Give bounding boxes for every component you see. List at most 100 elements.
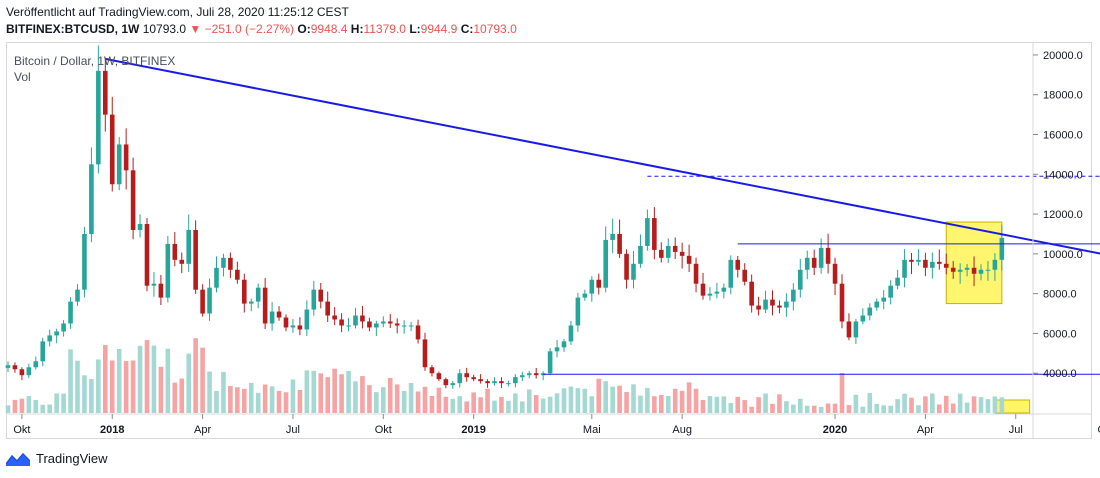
volume-bar <box>290 379 296 413</box>
candle-body <box>172 243 178 260</box>
volume-bar <box>436 387 442 413</box>
candle-body <box>325 301 330 316</box>
y-tick-label: 14000.0 <box>1043 169 1083 181</box>
candle-body <box>12 365 18 370</box>
volume-bar <box>450 398 456 413</box>
volume-bar <box>561 388 567 413</box>
candle-body <box>193 229 198 290</box>
candle-body <box>888 285 893 298</box>
candle-body <box>672 245 678 252</box>
candle-body <box>89 164 94 234</box>
candle-body <box>756 305 761 310</box>
volume-bar <box>109 360 115 413</box>
candle-body <box>387 321 393 324</box>
volume-bar <box>325 377 330 413</box>
candle-body <box>721 287 727 292</box>
candle-body <box>686 255 692 264</box>
volume-bar <box>735 396 741 413</box>
candle-body <box>617 233 622 254</box>
volume-bar <box>478 397 483 413</box>
candle-body <box>68 301 73 324</box>
change-arrow: ▼ <box>189 22 202 36</box>
volume-bar <box>207 371 212 413</box>
volume-bar <box>61 393 66 413</box>
candle-body <box>575 297 581 326</box>
volume-bar <box>728 403 734 413</box>
candle-body <box>394 323 400 326</box>
candle-body <box>353 315 358 326</box>
candle-body <box>436 373 442 380</box>
volume-bar <box>902 393 907 413</box>
volume-bar <box>777 394 782 413</box>
volume-bar <box>526 389 532 413</box>
volume-bar <box>679 390 685 413</box>
candle-body <box>381 321 386 324</box>
volume-bar <box>533 395 539 413</box>
candle-body <box>902 259 907 278</box>
volume-bar <box>179 378 185 413</box>
volume-label: Vol <box>14 70 31 84</box>
volume-bar <box>19 398 25 413</box>
candle-body <box>999 238 1005 260</box>
volume-bar <box>540 398 546 413</box>
volume-bar <box>68 349 73 413</box>
descending-trendline <box>105 57 1100 255</box>
candle-body <box>798 269 803 290</box>
candle-body <box>269 311 275 324</box>
volume-bar <box>749 406 754 413</box>
volume-bar <box>846 405 852 413</box>
volume-bar <box>999 397 1005 413</box>
volume-bar <box>200 347 205 413</box>
volume-bar <box>825 403 831 413</box>
volume-bar <box>672 388 678 413</box>
volume-bar <box>804 405 810 413</box>
volume-bar <box>158 366 164 413</box>
candle-body <box>728 259 734 288</box>
x-tick-label: 2020 <box>823 424 847 436</box>
candle-body <box>165 243 171 298</box>
candle-body <box>248 301 254 304</box>
volume-bar <box>387 378 393 413</box>
candle-body <box>242 279 247 304</box>
volume-bar <box>686 382 692 413</box>
brand-name: TradingView <box>36 451 108 466</box>
volume-bar <box>930 393 935 413</box>
volume-bar <box>269 386 275 413</box>
x-tick-label: 2019 <box>461 424 485 436</box>
ohlc-line: BITFINEX:BTCUSD, 1W 10793.0 ▼ −251.0 (−2… <box>6 22 517 36</box>
volume-bar <box>123 361 129 413</box>
candle-body <box>749 281 754 306</box>
volume-bar <box>381 387 386 413</box>
candle-body <box>33 361 39 368</box>
open-value: 9948.4 <box>310 22 348 36</box>
candle-body <box>554 347 560 352</box>
volume-bar <box>242 388 247 413</box>
volume-bar <box>575 388 581 413</box>
candle-body <box>811 257 817 268</box>
candle-body <box>221 257 226 268</box>
volume-bar <box>610 386 615 413</box>
low-value: 9944.9 <box>420 22 458 36</box>
candle-body <box>950 267 956 272</box>
candle-body <box>360 315 365 322</box>
candle-body <box>144 224 150 286</box>
volume-bar <box>394 384 400 413</box>
volume-bar <box>811 405 817 413</box>
volume-bar <box>130 360 136 413</box>
low-label: L: <box>409 22 421 36</box>
volume-bar <box>659 395 664 413</box>
candle-body <box>582 293 588 298</box>
candle-body <box>47 335 52 342</box>
candle-body <box>763 299 768 310</box>
volume-bar <box>957 393 963 413</box>
volume-bar <box>186 353 191 413</box>
candle-body <box>485 381 490 384</box>
tradingview-brand[interactable]: TradingView <box>6 451 108 466</box>
volume-bar <box>895 399 900 413</box>
volume-bar <box>172 382 178 413</box>
close-label: C: <box>460 22 474 36</box>
volume-bar <box>40 404 46 413</box>
candle-body <box>679 251 685 256</box>
volume-bar <box>165 348 171 413</box>
